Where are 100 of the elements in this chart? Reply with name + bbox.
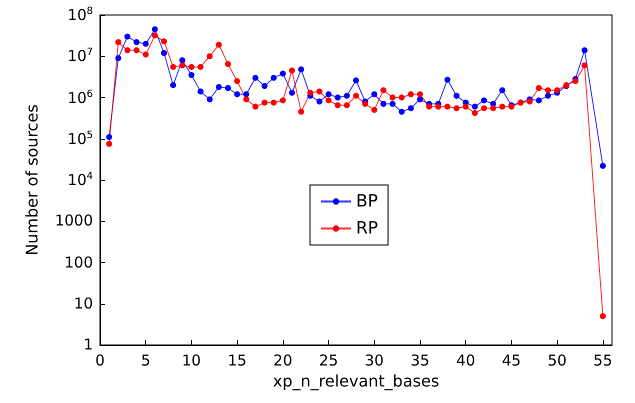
point bbox=[390, 100, 396, 107]
x-tick-label: 25 bbox=[319, 352, 338, 370]
point bbox=[334, 102, 341, 108]
point bbox=[316, 88, 322, 94]
point bbox=[234, 78, 240, 84]
point bbox=[371, 106, 378, 113]
point bbox=[444, 76, 450, 83]
point bbox=[252, 74, 258, 81]
point bbox=[170, 64, 176, 70]
point bbox=[454, 105, 460, 112]
point bbox=[142, 52, 149, 58]
point bbox=[545, 92, 551, 99]
point bbox=[435, 104, 442, 110]
y-tick-label: 10 bbox=[74, 294, 93, 312]
legend-label: RP bbox=[356, 218, 378, 238]
point bbox=[490, 105, 496, 112]
x-tick-label: 20 bbox=[273, 352, 292, 370]
point bbox=[462, 104, 469, 110]
point bbox=[106, 140, 112, 147]
point bbox=[307, 90, 314, 96]
point bbox=[152, 26, 158, 32]
point bbox=[106, 134, 112, 140]
point bbox=[115, 55, 122, 62]
point bbox=[298, 66, 304, 72]
y-tick-label: 100 bbox=[64, 253, 93, 271]
point bbox=[262, 100, 268, 106]
point bbox=[134, 39, 140, 46]
point bbox=[417, 96, 423, 102]
point bbox=[161, 50, 167, 56]
point bbox=[426, 104, 432, 110]
point bbox=[326, 97, 332, 104]
point bbox=[454, 92, 460, 99]
point bbox=[582, 47, 588, 54]
point bbox=[600, 162, 606, 169]
point bbox=[142, 40, 149, 47]
point bbox=[536, 84, 542, 91]
point bbox=[206, 53, 213, 60]
x-tick-label: 35 bbox=[410, 352, 430, 370]
point bbox=[344, 92, 350, 99]
point bbox=[289, 90, 295, 96]
y-tick-label: 10$^{5}$ bbox=[68, 130, 93, 148]
point bbox=[554, 87, 560, 94]
point bbox=[124, 47, 130, 54]
point bbox=[408, 91, 414, 98]
point bbox=[270, 74, 277, 81]
point bbox=[243, 91, 250, 98]
y-axis-title: Number of sources bbox=[22, 104, 42, 256]
point bbox=[408, 105, 414, 112]
point bbox=[252, 104, 258, 110]
point bbox=[344, 102, 350, 108]
point bbox=[124, 34, 130, 40]
point bbox=[380, 100, 386, 107]
x-tick-label: 0 bbox=[95, 352, 105, 370]
point bbox=[353, 92, 359, 99]
point bbox=[499, 104, 506, 110]
point bbox=[179, 57, 186, 64]
x-tick-label: 45 bbox=[502, 352, 521, 370]
y-tick-label: 10$^{8}$ bbox=[68, 6, 93, 24]
point bbox=[225, 84, 231, 91]
point bbox=[179, 62, 186, 68]
point bbox=[289, 68, 295, 74]
y-tick-label: 1000 bbox=[54, 212, 93, 230]
x-tick-label: 30 bbox=[364, 352, 384, 370]
point bbox=[243, 96, 250, 102]
x-tick-label: 15 bbox=[228, 352, 247, 370]
point bbox=[298, 108, 304, 115]
point bbox=[499, 87, 506, 94]
point bbox=[134, 47, 140, 54]
x-tick-label: 40 bbox=[456, 352, 476, 370]
point bbox=[526, 98, 533, 104]
x-tick-label: 55 bbox=[593, 352, 612, 370]
point bbox=[398, 108, 405, 115]
point bbox=[481, 97, 487, 104]
point bbox=[280, 97, 286, 104]
point bbox=[270, 100, 277, 106]
point bbox=[198, 64, 204, 70]
point bbox=[390, 94, 396, 100]
point bbox=[600, 313, 606, 320]
point bbox=[188, 72, 194, 78]
point bbox=[472, 104, 478, 110]
point bbox=[371, 91, 378, 98]
point bbox=[326, 91, 332, 98]
point bbox=[198, 88, 204, 94]
point bbox=[316, 98, 322, 104]
point bbox=[216, 84, 222, 90]
point bbox=[216, 42, 222, 48]
x-tick-label: 5 bbox=[140, 352, 150, 370]
point bbox=[225, 60, 231, 67]
point bbox=[115, 39, 122, 46]
x-tick-label: 10 bbox=[182, 352, 201, 370]
y-tick-label: 10$^{7}$ bbox=[68, 47, 93, 66]
point bbox=[334, 94, 341, 100]
point bbox=[536, 97, 542, 104]
x-tick-label: 50 bbox=[548, 352, 567, 370]
point bbox=[582, 62, 588, 68]
y-tick-label: 10$^{4}$ bbox=[68, 171, 93, 189]
point bbox=[161, 38, 167, 44]
point bbox=[262, 83, 268, 89]
point bbox=[472, 110, 478, 116]
y-tick-label: 1 bbox=[83, 336, 93, 354]
